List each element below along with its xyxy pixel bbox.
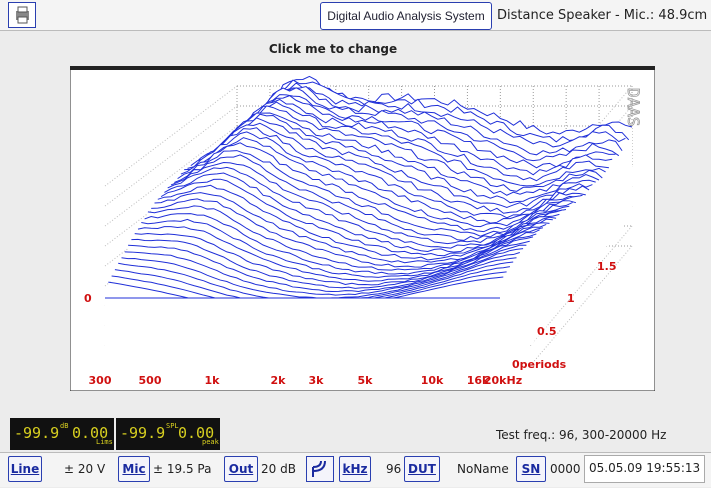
slice-curve: [210, 101, 606, 187]
slice-curve: [180, 142, 577, 233]
x-label: 10k: [421, 374, 444, 387]
signal-button[interactable]: [306, 456, 334, 482]
mic-button[interactable]: Mic: [118, 456, 150, 482]
slice-curve: [187, 131, 583, 224]
mic-range: ± 19.5 Pa: [153, 462, 212, 476]
slice-curve: [223, 87, 620, 162]
lcd-unit: peak: [202, 438, 219, 446]
depth-label: 0periods: [512, 358, 567, 371]
slice-curve: [157, 184, 553, 261]
slice-curve: [141, 218, 537, 278]
slice-curve: [193, 122, 590, 214]
lcd-unit: dB: [60, 422, 69, 430]
grid-line: [104, 85, 238, 187]
depth-labels: 1.5 1 0.5 0periods: [512, 260, 617, 371]
distance-label: Distance Speaker - Mic.: 48.9cm: [497, 8, 708, 23]
x-label: 2k: [271, 374, 287, 387]
slice-curve: [233, 79, 630, 143]
z-label: 0: [84, 292, 92, 305]
slice-curve: [207, 105, 603, 192]
status-text: Test freq.: 96, 300-20000 Hz: [496, 428, 667, 442]
slice-curve: [170, 162, 567, 245]
slice-curve: [200, 113, 596, 204]
slice-curve: [147, 205, 544, 271]
slices: [105, 75, 633, 388]
lcd-value: 0.00: [72, 424, 109, 442]
x-label: 1k: [205, 374, 221, 387]
out-button[interactable]: Out: [224, 456, 258, 482]
plot-top-border: [70, 66, 655, 70]
lcd-value: -99.9: [120, 424, 166, 442]
slice-curve: [230, 82, 626, 148]
slice-curve: [203, 112, 600, 196]
caption[interactable]: Click me to change: [268, 42, 398, 56]
print-button[interactable]: [8, 2, 36, 28]
spl-display: -99.9 SPL 0.00 peak: [116, 418, 220, 450]
slice-curve: [190, 127, 586, 219]
line-range: ± 20 V: [64, 462, 106, 476]
level-display: -99.9 dB 0.00 Lims: [10, 418, 114, 450]
x-label: 20kHz: [484, 374, 522, 387]
datetime: 05.05.09 19:55:13: [584, 455, 706, 483]
x-label: 5k: [358, 374, 374, 387]
slice-curve: [220, 94, 616, 169]
grid-line: [104, 125, 238, 227]
print-icon: [16, 6, 29, 24]
depth-label: 1.5: [597, 260, 617, 273]
watermark: DAAS: [624, 88, 643, 127]
slice: [105, 298, 500, 388]
x-label: 3k: [309, 374, 325, 387]
grid-line: [104, 105, 238, 207]
out-value: 20 dB: [261, 462, 296, 476]
x-label: 300: [89, 374, 112, 387]
slice-curve: [154, 192, 550, 264]
slice-curve: [216, 95, 613, 176]
slice-curve: [236, 75, 633, 136]
depth-label: 1: [567, 292, 575, 305]
depth-label: 0.5: [537, 325, 557, 338]
slice-curve: [134, 233, 530, 286]
dut-name: NoName: [457, 462, 509, 476]
dut-button[interactable]: DUT: [404, 456, 440, 482]
slice-curve: [128, 244, 524, 292]
slice-curve: [167, 166, 563, 249]
khz-button[interactable]: kHz: [339, 456, 371, 482]
grid-line: [529, 245, 633, 367]
slice-curve: [124, 251, 520, 296]
slice-curve: [184, 137, 580, 228]
x-label: 16k: [467, 374, 490, 387]
app-button[interactable]: Digital Audio Analysis System: [320, 2, 492, 30]
slice-curve: [131, 238, 527, 289]
sn-value: 0000: [550, 462, 581, 476]
lcd-value: 0.00: [178, 424, 215, 442]
freq-value: 96: [386, 462, 402, 476]
lcd-value: -99.9: [14, 424, 60, 442]
slice-curve: [164, 172, 560, 253]
signal-icon: [312, 460, 326, 477]
sn-button[interactable]: SN: [516, 456, 546, 482]
x-label: 500: [139, 374, 162, 387]
lcd-unit: Lims: [96, 438, 113, 446]
slice-curve: [226, 86, 623, 156]
slice-curve: [177, 150, 573, 237]
slice-curve: [197, 117, 593, 209]
line-button[interactable]: Line: [8, 456, 42, 482]
lcd-unit: SPL: [166, 422, 179, 430]
slice-curve: [213, 98, 609, 182]
grid-line: [529, 225, 633, 347]
